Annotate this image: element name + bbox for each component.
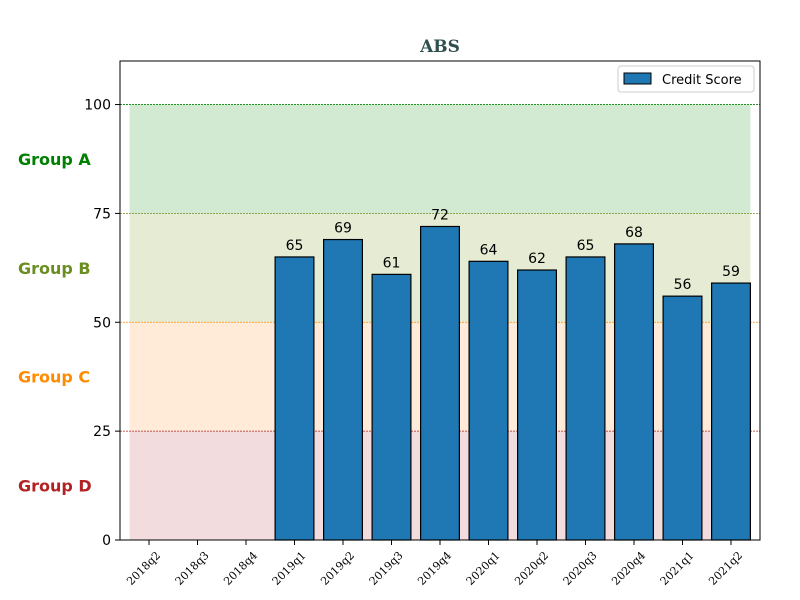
value-label-2020q3: 65 <box>577 238 595 254</box>
legend-swatch <box>623 72 652 85</box>
x-tick-label-2019q4: 2019q4 <box>415 549 454 588</box>
bar-2021q2 <box>710 282 751 541</box>
y-tick-label-75: 75 <box>93 206 111 222</box>
x-tick-label-2020q1: 2020q1 <box>464 549 503 588</box>
chart-title: ABS <box>419 37 460 57</box>
value-label-2021q1: 56 <box>674 277 692 293</box>
bars <box>274 225 751 541</box>
x-tick-label-2018q3: 2018q3 <box>173 549 212 588</box>
y-tick-label-100: 100 <box>84 98 111 114</box>
bar-2020q3 <box>565 256 606 541</box>
group-a-band <box>129 104 751 214</box>
y-tick-label-25: 25 <box>93 424 111 440</box>
bar-2019q2 <box>323 238 364 541</box>
value-label-2019q2: 69 <box>334 221 352 237</box>
x-tick-label-2021q2: 2021q2 <box>706 549 745 588</box>
group-labels: Group A Group B Group C Group D <box>18 150 92 496</box>
x-tick-label-2020q4: 2020q4 <box>609 549 648 588</box>
y-axis: 0 25 50 75 100 <box>84 98 120 549</box>
group-a-label: Group A <box>18 150 91 169</box>
x-tick-label-2019q2: 2019q2 <box>318 549 357 588</box>
bar-2019q3 <box>371 273 412 541</box>
value-label-2019q1: 65 <box>286 238 304 254</box>
group-d-label: Group D <box>18 477 92 496</box>
legend: Credit Score <box>617 65 755 93</box>
bar-2020q4 <box>613 243 654 541</box>
value-label-2020q1: 64 <box>480 242 498 258</box>
bar-2019q4 <box>420 225 461 541</box>
x-tick-label-2018q2: 2018q2 <box>124 549 163 588</box>
group-b-label: Group B <box>18 259 91 278</box>
bar-2019q1 <box>274 256 315 541</box>
x-tick-label-2021q1: 2021q1 <box>658 549 697 588</box>
bar-2020q1 <box>468 260 509 541</box>
bar-2021q1 <box>662 295 703 541</box>
x-tick-label-2019q1: 2019q1 <box>270 549 309 588</box>
legend-label: Credit Score <box>662 73 742 88</box>
y-tick-label-0: 0 <box>102 533 111 549</box>
bar-2020q2 <box>516 269 557 541</box>
x-tick-label-2020q3: 2020q3 <box>561 549 600 588</box>
bar-value-labels: 65 69 61 72 64 62 65 68 56 59 <box>286 207 740 293</box>
x-tick-label-2018q4: 2018q4 <box>221 549 260 588</box>
value-label-2020q4: 68 <box>625 225 643 241</box>
x-axis: 2018q2 2018q3 2018q4 2019q1 2019q2 2019q3 2019… <box>124 540 745 588</box>
value-label-2021q2: 59 <box>722 264 740 280</box>
x-tick-label-2019q3: 2019q3 <box>367 549 406 588</box>
legend-box <box>617 65 755 93</box>
group-c-label: Group C <box>18 368 90 387</box>
value-label-2020q2: 62 <box>528 251 546 267</box>
x-tick-label-2020q2: 2020q2 <box>512 549 551 588</box>
value-label-2019q4: 72 <box>431 207 449 223</box>
value-label-2019q3: 61 <box>383 255 401 271</box>
y-tick-label-50: 50 <box>93 315 111 331</box>
